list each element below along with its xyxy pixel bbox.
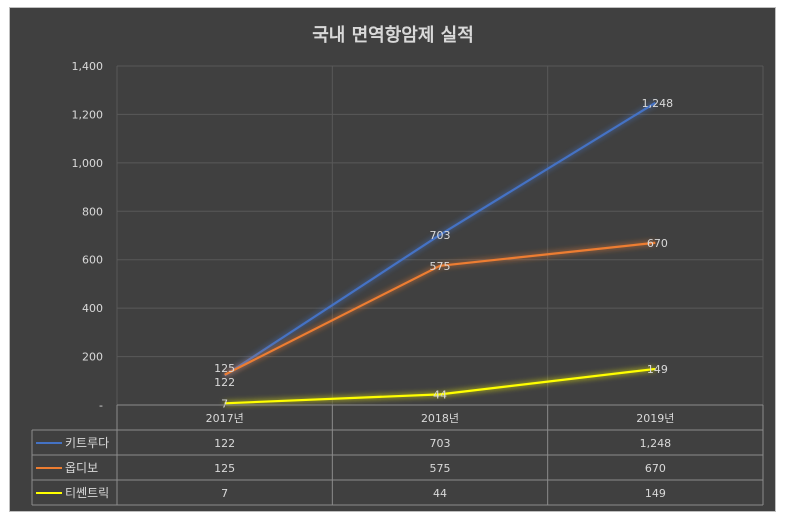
y-tick-label: 400 — [82, 302, 103, 315]
table-cell: 44 — [433, 487, 447, 500]
series-line-2 — [224, 367, 656, 405]
table-cell: 122 — [214, 437, 235, 450]
table-cell: 125 — [214, 462, 235, 475]
table-cell: 7 — [221, 487, 228, 500]
series-line-0 — [224, 101, 656, 377]
chart-title: 국내 면역항암제 실적 — [312, 25, 474, 46]
category-label: 2019년 — [636, 412, 674, 425]
y-tick-label: 800 — [82, 205, 103, 218]
legend-label: 옵디보 — [65, 461, 98, 475]
series-line-1 — [224, 241, 656, 376]
category-label: 2017년 — [206, 412, 244, 425]
data-label: 1,248 — [642, 97, 674, 110]
data-label: 703 — [430, 229, 451, 242]
data-label: 44 — [433, 388, 447, 401]
table-cell: 149 — [645, 487, 666, 500]
y-tick-label: 1,200 — [72, 108, 104, 121]
y-tick-label: 1,000 — [72, 157, 104, 170]
y-tick-label: - — [99, 399, 103, 412]
data-label: 670 — [647, 237, 668, 250]
data-label: 575 — [430, 260, 451, 273]
table-cell: 1,248 — [640, 437, 672, 450]
data-label: 149 — [647, 363, 668, 376]
data-label: 122 — [214, 376, 235, 389]
line-chart: 국내 면역항암제 실적 - 200 400 600 800 1,000 1,200 1,400… — [31, 25, 764, 506]
y-tick-label: 600 — [82, 254, 103, 267]
category-label: 2018년 — [421, 412, 459, 425]
y-tick-label: 1,400 — [72, 60, 104, 73]
legend-label: 티쎈트릭 — [65, 486, 109, 500]
legend-label: 키트루다 — [65, 436, 109, 450]
chart-area: 국내 면역항암제 실적 - 200 400 600 800 1,000 1,200 1,400… — [9, 7, 776, 512]
y-tick-label: 200 — [82, 351, 103, 364]
table-cell: 670 — [645, 462, 666, 475]
table-cell: 703 — [430, 437, 451, 450]
table-cell: 575 — [430, 462, 451, 475]
data-label: 125 — [214, 362, 235, 375]
data-label: 7 — [221, 397, 228, 410]
